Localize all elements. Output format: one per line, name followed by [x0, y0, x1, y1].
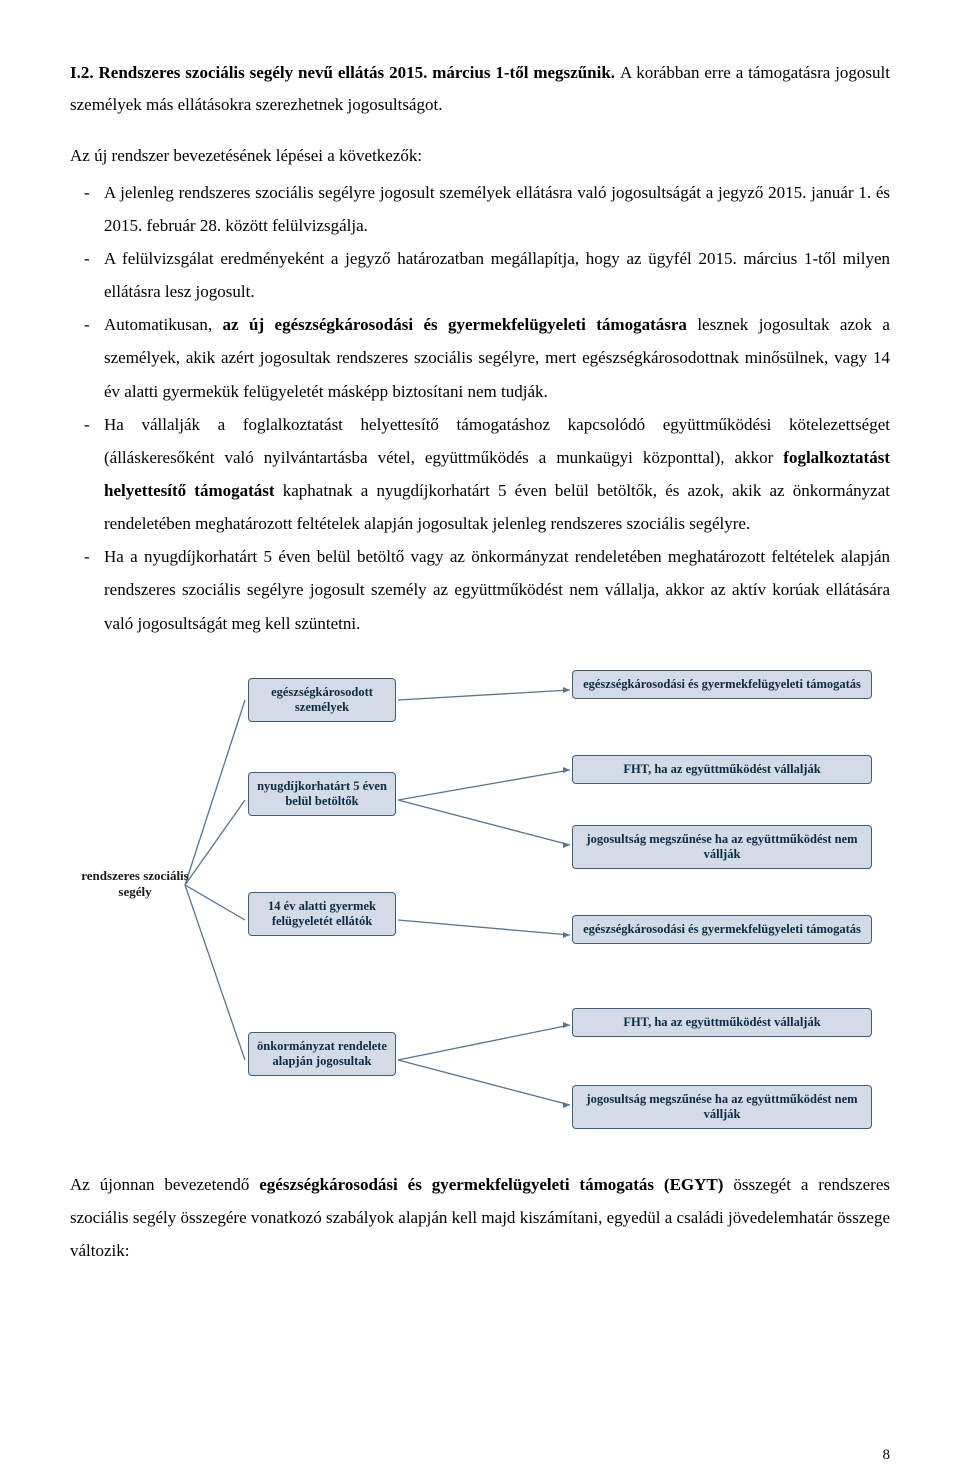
bullet-item: A felülvizsgálat eredményeként a jegyző … — [70, 242, 890, 308]
closing-bold: egészségkárosodási és gyermekfelügyeleti… — [259, 1175, 723, 1194]
diagram-connectors — [70, 660, 890, 1150]
closing-text: Az újonnan bevezetendő — [70, 1175, 259, 1194]
diagram-mid-node: 14 év alatti gyermek felügyeletét ellátó… — [248, 892, 396, 936]
page-number: 8 — [883, 1447, 891, 1464]
intro-paragraph: Az új rendszer bevezetésének lépései a k… — [70, 139, 890, 172]
diagram-right-node: jogosultság megszűnése ha az együttműköd… — [572, 1085, 872, 1129]
bullet-text: Ha vállalják a foglalkoztatást helyettes… — [104, 415, 890, 467]
diagram-right-node: egészségkárosodási és gyermekfelügyeleti… — [572, 670, 872, 699]
diagram-mid-node: önkormányzat rendelete alapján jogosulta… — [248, 1032, 396, 1076]
section-heading: I.2. Rendszeres szociális segély nevű el… — [70, 57, 890, 122]
diagram-right-node: jogosultság megszűnése ha az együttműköd… — [572, 825, 872, 869]
bullet-item: Ha a nyugdíjkorhatárt 5 éven belül betöl… — [70, 540, 890, 639]
heading-main: I.2. Rendszeres szociális segély nevű el… — [70, 63, 620, 82]
flow-diagram: rendszeres szociális segély egészségkáro… — [70, 660, 890, 1150]
bullet-text: Automatikusan, — [104, 315, 223, 334]
bullet-item: Ha vállalják a foglalkoztatást helyettes… — [70, 408, 890, 541]
bullet-bold: az új egészségkárosodási és gyermekfelüg… — [223, 315, 687, 334]
diagram-right-node: FHT, ha az együttműködést vállalják — [572, 1008, 872, 1037]
bullet-list: A jelenleg rendszeres szociális segélyre… — [70, 176, 890, 640]
diagram-right-node: egészségkárosodási és gyermekfelügyeleti… — [572, 915, 872, 944]
diagram-right-node: FHT, ha az együttműködést vállalják — [572, 755, 872, 784]
closing-paragraph: Az újonnan bevezetendő egészségkárosodás… — [70, 1168, 890, 1267]
diagram-mid-node: egészségkárosodott személyek — [248, 678, 396, 722]
bullet-item: A jelenleg rendszeres szociális segélyre… — [70, 176, 890, 242]
bullet-item: Automatikusan, az új egészségkárosodási … — [70, 308, 890, 407]
diagram-mid-node: nyugdíjkorhatárt 5 éven belül betöltők — [248, 772, 396, 816]
diagram-root: rendszeres szociális segély — [70, 868, 200, 900]
